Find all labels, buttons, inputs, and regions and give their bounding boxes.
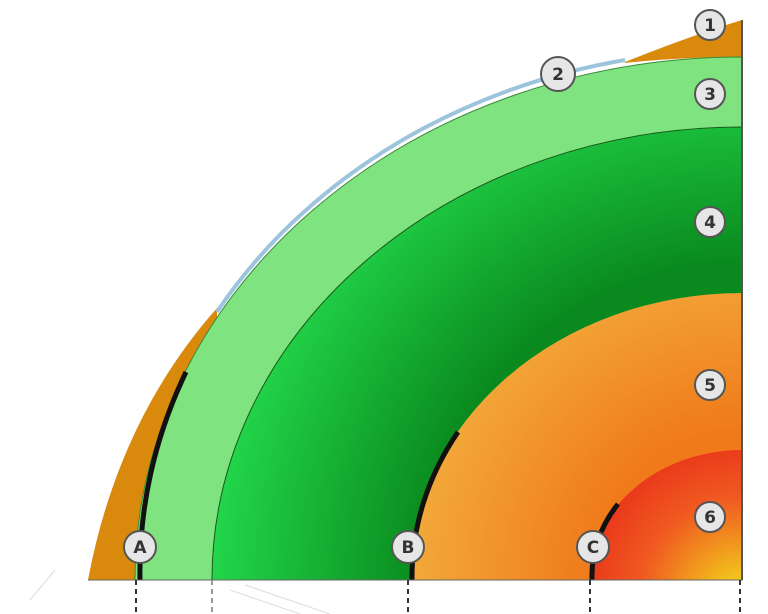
- layer-badge: 1: [694, 9, 726, 41]
- layer-label: 2: [552, 65, 564, 85]
- tick-lines: [135, 580, 741, 614]
- layer-badge: 4: [694, 206, 726, 238]
- boundary-badge: B: [391, 530, 425, 564]
- layer-badge: 6: [694, 501, 726, 533]
- layer-badge: 2: [540, 56, 576, 92]
- layer-label: 6: [704, 508, 716, 528]
- layer-badge: 3: [694, 78, 726, 110]
- boundary-badge: C: [576, 530, 610, 564]
- watermark: [29, 569, 331, 614]
- layer-label: 5: [704, 376, 716, 396]
- boundary-label: C: [587, 538, 599, 558]
- layer-6: [590, 450, 742, 580]
- layer-badge: 5: [694, 369, 726, 401]
- crust-left: [88, 308, 217, 580]
- layer-label: 3: [704, 85, 716, 105]
- layer-label: 4: [704, 213, 716, 233]
- boundary-label: B: [402, 538, 415, 558]
- boundary-badge: A: [123, 530, 157, 564]
- layer-label: 1: [704, 16, 716, 36]
- boundary-label: A: [133, 538, 147, 558]
